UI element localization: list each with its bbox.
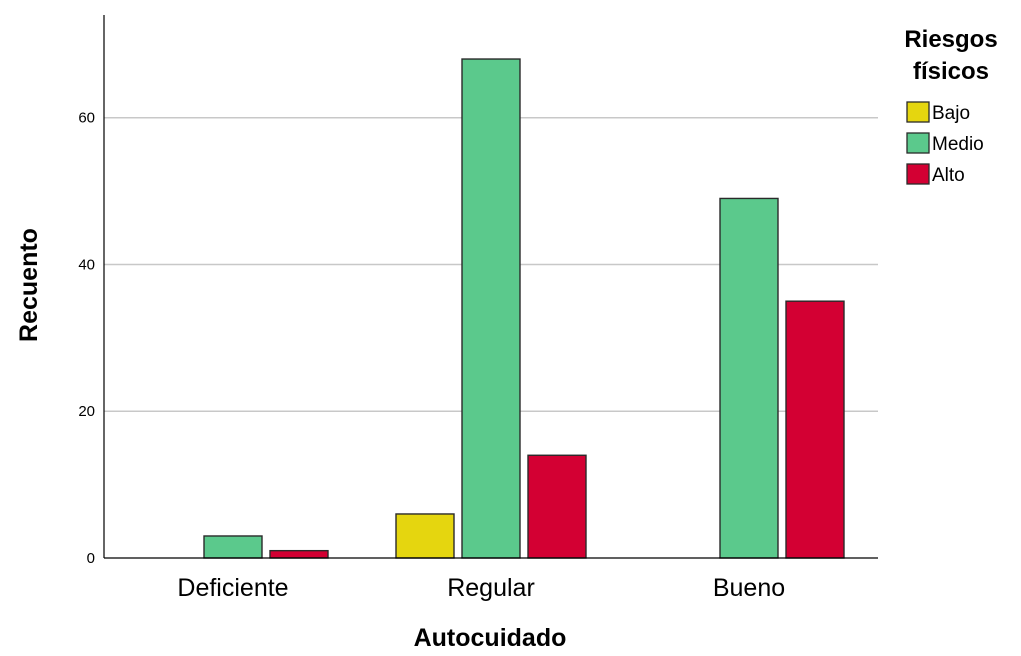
bars — [203, 58, 845, 559]
y-tick-label: 40 — [78, 256, 95, 273]
x-tick-label: Deficiente — [177, 574, 288, 602]
x-tick-label: Regular — [447, 574, 535, 602]
bar-bajo-regular — [395, 513, 455, 559]
legend: Riesgos físicos Bajo Medio Alto — [904, 26, 997, 186]
legend-label-medio: Medio — [932, 134, 984, 155]
bar-medio-bueno — [719, 197, 779, 559]
legend-swatch-bajo — [906, 101, 930, 123]
x-tick-label: Bueno — [713, 574, 785, 602]
legend-swatch-medio — [906, 132, 930, 154]
y-axis-title: Recuento — [15, 228, 43, 342]
y-tick-label: 0 — [87, 550, 95, 567]
legend-title-line-2: físicos — [913, 58, 989, 85]
y-tick-label: 20 — [78, 403, 95, 420]
legend-swatch-alto — [906, 163, 930, 185]
legend-title-line-1: Riesgos — [904, 26, 997, 53]
x-axis-title: Autocuidado — [414, 624, 567, 652]
bar-medio-regular — [461, 58, 521, 559]
legend-label-bajo: Bajo — [932, 103, 970, 124]
bar-alto-bueno — [785, 300, 845, 559]
y-tick-labels: 0 20 40 60 — [78, 110, 95, 567]
bar-medio-deficiente — [203, 535, 263, 559]
legend-label-alto: Alto — [932, 165, 965, 186]
bar-alto-deficiente — [269, 549, 329, 559]
y-tick-label: 60 — [78, 110, 95, 127]
x-tick-labels: Deficiente Regular Bueno — [177, 574, 785, 602]
bar-alto-regular — [527, 454, 587, 559]
